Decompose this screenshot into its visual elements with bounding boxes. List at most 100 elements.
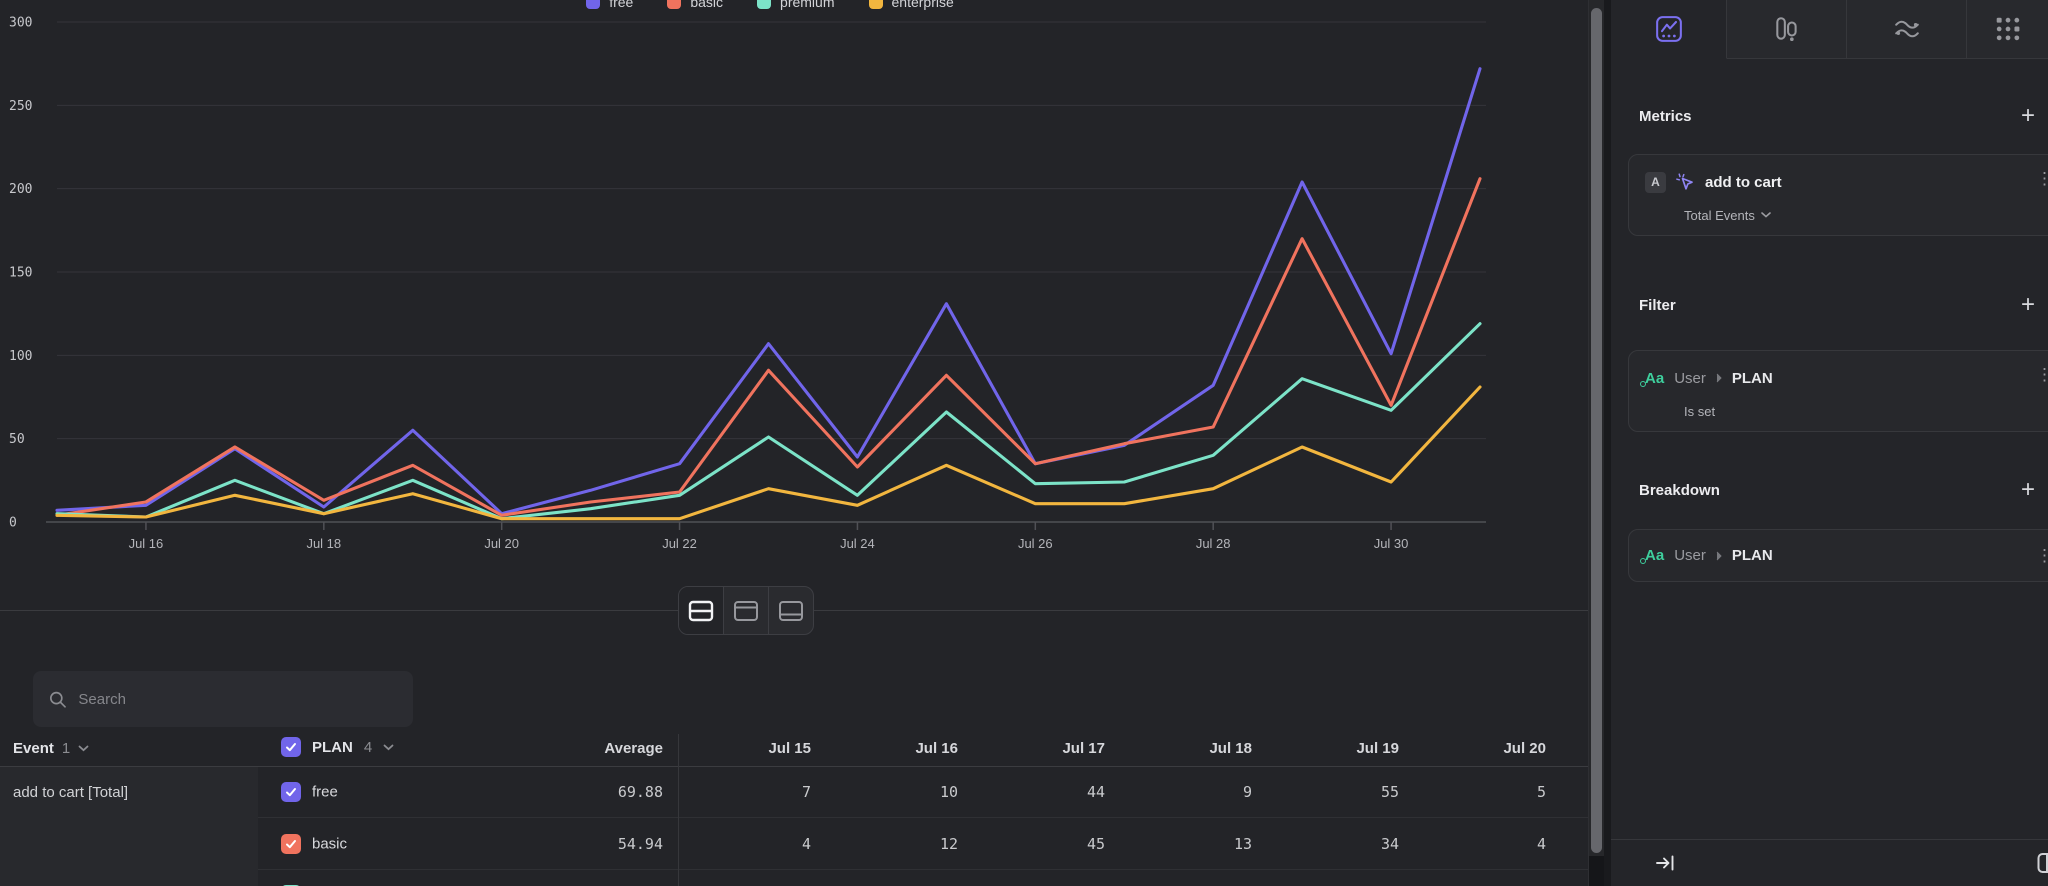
metric-event-name: add to cart bbox=[1705, 173, 1782, 191]
search-box[interactable] bbox=[33, 671, 413, 727]
layout-panel-top-button[interactable] bbox=[723, 587, 768, 634]
chart-line-free[interactable] bbox=[55, 67, 1482, 516]
legend-label: free bbox=[609, 0, 634, 10]
string-property-icon: Aa bbox=[1639, 369, 1665, 387]
tab-more-apps[interactable] bbox=[1967, 0, 2048, 59]
legend-item-premium[interactable]: premium bbox=[757, 0, 835, 10]
svg-text:Jul 26: Jul 26 bbox=[1018, 536, 1053, 551]
date-column-header: Jul 20 bbox=[1503, 740, 1546, 757]
filter-condition-label: Is set bbox=[1684, 403, 1716, 419]
metric-aggregation-dropdown[interactable]: Total Events bbox=[1684, 208, 1771, 223]
string-property-icon: Aa bbox=[1639, 547, 1665, 564]
legend-swatch bbox=[667, 0, 682, 9]
event-name: add to cart [Total] bbox=[13, 784, 129, 801]
svg-text:250: 250 bbox=[9, 99, 32, 114]
filter-section-title: Filter bbox=[1639, 297, 1676, 314]
checkmark-icon bbox=[286, 840, 296, 849]
tab-insights[interactable] bbox=[1611, 0, 1727, 59]
panel-footer bbox=[1611, 839, 2048, 886]
layout-toggle-group bbox=[678, 586, 814, 635]
breakdown-section-title: Breakdown bbox=[1639, 482, 1720, 499]
breakdown-kebab-menu[interactable]: ⋮ bbox=[2036, 547, 2048, 564]
row-checkbox-basic[interactable] bbox=[281, 834, 301, 854]
legend-label: premium bbox=[780, 0, 835, 10]
split-rows-icon bbox=[688, 600, 714, 621]
layout-split-rows-button[interactable] bbox=[679, 587, 723, 634]
row-value: 13 bbox=[1233, 835, 1252, 853]
insights-line-chart-icon bbox=[1655, 16, 1682, 42]
row-checkbox-free[interactable] bbox=[281, 782, 301, 802]
row-value: 4 bbox=[1536, 835, 1546, 853]
svg-text:Jul 24: Jul 24 bbox=[840, 536, 875, 551]
event-header-label: Event bbox=[13, 740, 54, 757]
vertical-scrollbar[interactable] bbox=[1588, 0, 1604, 886]
row-average: 69.88 bbox=[617, 783, 663, 801]
svg-text:Jul 30: Jul 30 bbox=[1374, 536, 1409, 551]
event-name-cell[interactable]: add to cart [Total] bbox=[0, 767, 258, 886]
svg-text:150: 150 bbox=[9, 266, 32, 281]
row-value: 44 bbox=[1086, 783, 1105, 801]
metric-kebab-menu[interactable]: ⋮ bbox=[2036, 170, 2048, 187]
svg-text:Jul 16: Jul 16 bbox=[129, 536, 164, 551]
search-input[interactable] bbox=[78, 690, 397, 708]
filter-card[interactable]: Aa User PLAN ⋮ Is set bbox=[1628, 350, 2048, 432]
scrollbar-thumb[interactable] bbox=[1591, 8, 1602, 853]
scrollbar-track-end bbox=[1589, 856, 1604, 886]
metric-aggregation-label: Total Events bbox=[1684, 207, 1755, 223]
filter-condition-dropdown[interactable]: Is set bbox=[1684, 404, 1715, 419]
row-divider bbox=[258, 869, 1588, 870]
svg-text:0: 0 bbox=[9, 516, 17, 531]
row-value: 45 bbox=[1086, 835, 1105, 853]
table-row-free[interactable]: free 69.88 7 10 44 9 55 5 bbox=[0, 766, 1588, 818]
svg-text:100: 100 bbox=[9, 349, 32, 364]
chart-section: free basic premium enterprise 0 50 100 150 200 2… bbox=[0, 0, 1588, 612]
legend-swatch bbox=[586, 0, 601, 9]
add-filter-button[interactable]: + bbox=[2020, 291, 2035, 318]
plan-select-all-checkbox[interactable] bbox=[281, 737, 301, 757]
metric-card[interactable]: A add to cart ⋮ Total Events bbox=[1628, 154, 2048, 236]
plan-column-header[interactable]: PLAN 4 bbox=[281, 737, 394, 757]
date-column-header: Jul 15 bbox=[768, 740, 811, 757]
split-view-button[interactable] bbox=[2037, 852, 2048, 879]
row-label: free bbox=[312, 783, 338, 801]
tab-flows[interactable] bbox=[1847, 0, 1967, 59]
table-row-premium[interactable]: premium33.8853255252 bbox=[0, 869, 1588, 886]
date-column-header: Jul 16 bbox=[915, 740, 958, 757]
svg-text:Jul 28: Jul 28 bbox=[1196, 536, 1231, 551]
collapse-panel-button[interactable] bbox=[1655, 852, 1677, 879]
plan-header-count: 4 bbox=[363, 738, 373, 756]
legend-label: basic bbox=[690, 0, 724, 10]
table-row-basic[interactable]: basic 54.94 4 12 45 13 34 4 bbox=[0, 818, 1588, 870]
filter-kebab-menu[interactable]: ⋮ bbox=[2036, 366, 2048, 383]
tab-bar-chart[interactable] bbox=[1727, 0, 1847, 59]
legend-label: enterprise bbox=[891, 0, 954, 10]
chevron-down-icon bbox=[78, 745, 89, 752]
chart-line-basic[interactable] bbox=[55, 177, 1482, 517]
checkmark-icon bbox=[286, 788, 296, 797]
add-breakdown-button[interactable]: + bbox=[2020, 476, 2035, 503]
line-chart[interactable]: 0 50 100 150 200 250 300 Jul 16 Jul 18 Jul 20 Jul … bbox=[0, 0, 1588, 612]
layout-panel-bottom-button[interactable] bbox=[768, 587, 813, 634]
chart-line-premium[interactable] bbox=[55, 322, 1482, 521]
table-header: Event 1 PLAN 4 Average Jul 15 Jul 16 Jul 1… bbox=[0, 734, 1588, 767]
row-label: basic bbox=[312, 835, 348, 853]
event-click-icon bbox=[1676, 172, 1693, 190]
row-value: 9 bbox=[1242, 783, 1252, 801]
add-metric-button[interactable]: + bbox=[2020, 102, 2035, 129]
dock-right-icon bbox=[1656, 855, 1674, 871]
svg-text:200: 200 bbox=[9, 182, 32, 197]
flows-icon bbox=[1894, 20, 1919, 38]
legend-item-enterprise[interactable]: enterprise bbox=[868, 0, 954, 10]
chevron-down-icon bbox=[383, 744, 394, 750]
svg-text:Jul 22: Jul 22 bbox=[662, 536, 697, 551]
chart-line-enterprise[interactable] bbox=[55, 385, 1482, 521]
breakdown-scope: User bbox=[1674, 547, 1706, 564]
row-divider bbox=[258, 817, 1588, 818]
metric-letter-badge: A bbox=[1645, 171, 1666, 193]
legend-item-basic[interactable]: basic bbox=[667, 0, 723, 10]
legend-item-free[interactable]: free bbox=[586, 0, 633, 10]
event-column-header[interactable]: Event 1 bbox=[13, 740, 89, 757]
breakdown-card[interactable]: Aa User PLAN ⋮ bbox=[1628, 529, 2048, 582]
row-value: 7 bbox=[801, 783, 811, 801]
average-column-header: Average bbox=[604, 740, 663, 757]
